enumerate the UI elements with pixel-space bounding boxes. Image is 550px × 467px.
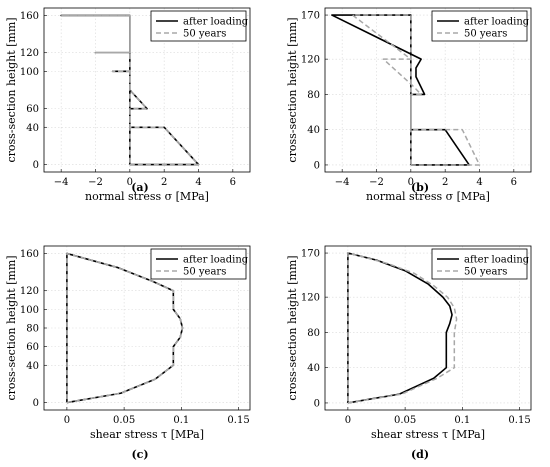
x-tick-label: −4 — [54, 177, 69, 188]
y-tick-label: 40 — [307, 363, 320, 374]
y-tick-label: 40 — [26, 361, 39, 372]
y-tick-label: 60 — [26, 104, 39, 115]
y-tick-label: 170 — [301, 249, 320, 260]
x-axis-label: normal stress σ [MPa] — [366, 190, 490, 203]
x-axis-label: shear stress τ [MPa] — [371, 428, 485, 441]
x-axis-label: shear stress τ [MPa] — [90, 428, 204, 441]
x-tick-label: 0.15 — [508, 415, 530, 426]
y-tick-label: 80 — [307, 90, 320, 101]
y-tick-label: 160 — [20, 249, 39, 260]
panel-caption: (d) — [411, 448, 429, 461]
y-tick-label: 170 — [301, 11, 320, 22]
y-tick-label: 120 — [301, 293, 320, 304]
y-tick-label: 120 — [20, 286, 39, 297]
series-line-50-years — [60, 14, 200, 166]
x-tick-label: 0.15 — [227, 415, 249, 426]
plot-frame — [324, 245, 532, 411]
x-tick-label: 2 — [442, 177, 448, 188]
x-tick-label: 0.05 — [113, 415, 135, 426]
y-tick-label: 40 — [307, 125, 320, 136]
chart-panel-c: 0 0.05 0.1 0.15 0 40 60 80 100 120 160 shear stress… — [5, 245, 251, 461]
x-tick-label: 0.1 — [454, 415, 470, 426]
legend-entry: 50 years — [183, 29, 226, 40]
legend-entry: after loading — [464, 17, 530, 28]
y-axis-label: cross-section height [mm] — [5, 255, 18, 400]
legend-entry: 50 years — [464, 29, 507, 40]
y-axis-label: cross-section height [mm] — [5, 17, 18, 162]
plot-frame — [324, 7, 532, 173]
chart-panel-b: −4 −2 0 2 4 6 0 40 80 120 170 normal stress σ [MPa]… — [286, 7, 532, 203]
y-axis-label: cross-section height [mm] — [286, 17, 299, 162]
legend-entry: 50 years — [464, 267, 507, 278]
x-tick-label: −2 — [88, 177, 103, 188]
panel-caption: (a) — [131, 181, 149, 194]
legend-entry: after loading — [464, 255, 530, 266]
x-tick-label: 2 — [161, 177, 167, 188]
panel-caption: (b) — [411, 181, 429, 194]
x-tick-label: 0.1 — [173, 415, 189, 426]
y-tick-label: 40 — [26, 123, 39, 134]
x-tick-label: 6 — [511, 177, 517, 188]
panel-caption: (c) — [131, 448, 148, 461]
y-tick-label: 0 — [314, 398, 320, 409]
legend-entry: after loading — [183, 17, 249, 28]
plot-frame — [43, 7, 251, 173]
legend-entry: after loading — [183, 255, 249, 266]
series-line-50-years — [351, 14, 481, 166]
legend-entry: 50 years — [183, 267, 226, 278]
y-tick-label: 100 — [20, 67, 39, 78]
y-axis-label: cross-section height [mm] — [286, 255, 299, 400]
series-line-50-years — [66, 252, 184, 404]
x-tick-label: 0 — [127, 177, 133, 188]
x-tick-label: 4 — [195, 177, 201, 188]
y-tick-label: 100 — [20, 305, 39, 316]
y-tick-label: 160 — [20, 11, 39, 22]
y-tick-label: 80 — [307, 328, 320, 339]
y-tick-label: 120 — [20, 48, 39, 59]
y-tick-label: 0 — [33, 398, 39, 409]
legend-box — [150, 10, 247, 42]
x-tick-label: 0 — [345, 415, 351, 426]
x-axis-label: normal stress σ [MPa] — [85, 190, 209, 203]
series-line-50-years — [347, 252, 458, 404]
x-tick-label: −2 — [369, 177, 384, 188]
x-tick-label: 6 — [230, 177, 236, 188]
series-line-after-loading — [347, 252, 453, 404]
x-tick-label: −4 — [335, 177, 350, 188]
x-tick-label: 0 — [408, 177, 414, 188]
legend-box — [150, 248, 247, 280]
chart-panel-d: 0 0.05 0.1 0.15 0 40 80 120 170 shear stress τ [M… — [286, 245, 532, 461]
legend-box — [431, 248, 528, 280]
y-tick-label: 0 — [33, 160, 39, 171]
y-tick-label: 0 — [314, 160, 320, 171]
legend-box — [431, 10, 528, 42]
y-tick-label: 120 — [301, 55, 320, 66]
y-tick-label: 80 — [26, 324, 39, 335]
plot-frame — [43, 245, 251, 411]
x-tick-label: 0.05 — [394, 415, 416, 426]
series-line-after-loading — [331, 14, 470, 166]
x-tick-label: 4 — [476, 177, 482, 188]
x-tick-label: 0 — [64, 415, 70, 426]
y-tick-label: 60 — [26, 342, 39, 353]
